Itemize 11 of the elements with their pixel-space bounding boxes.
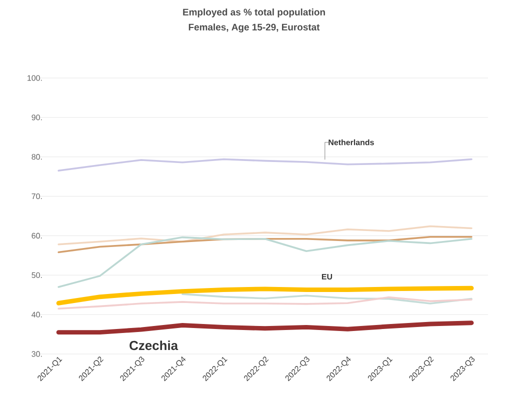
line-series	[58, 296, 472, 310]
line-series	[56, 320, 474, 335]
line-series	[58, 236, 472, 288]
line-series	[182, 293, 472, 304]
chart-subtitle: Females, Age 15-29, Eurostat	[188, 24, 320, 32]
line-series	[58, 225, 472, 246]
line-series	[58, 158, 472, 172]
series-label: Czechia	[130, 340, 178, 350]
line-series	[58, 236, 472, 254]
chart-title: Employed as % total population	[183, 8, 325, 18]
line-series	[56, 286, 474, 306]
